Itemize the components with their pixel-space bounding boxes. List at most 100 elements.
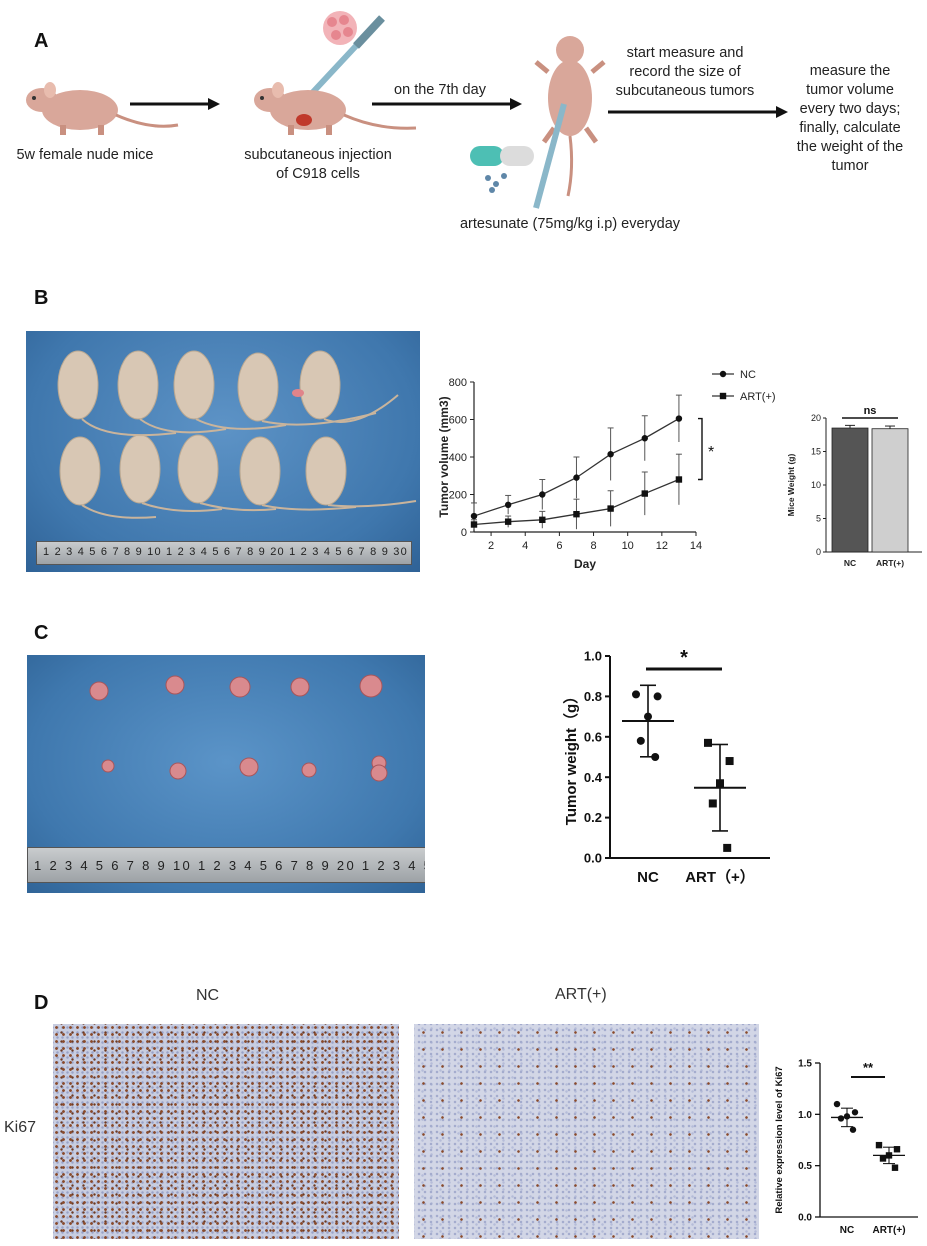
capsule-icon bbox=[470, 146, 534, 193]
data-point bbox=[723, 843, 732, 852]
panel-label-c: C bbox=[34, 622, 49, 644]
x-tick-label: 4 bbox=[522, 540, 528, 552]
tumor-volume-chart: 0 200 400 600 800 2 4 6 8 10 12 14 Day Tumor volume (… bbox=[437, 369, 776, 571]
y-axis-label: Relative expression level of Ki67 bbox=[774, 1066, 785, 1213]
label-day: on the 7th day bbox=[394, 82, 486, 98]
tumor-cells-icon bbox=[323, 11, 357, 45]
y-tick-label: 0.4 bbox=[584, 770, 603, 785]
tumors-ruler-text: 1 2 3 4 5 6 7 8 9 10 1 2 3 4 5 6 7 8 9 2… bbox=[34, 858, 425, 873]
significance-mark: * bbox=[708, 444, 714, 461]
y-tick-label: 1.0 bbox=[584, 649, 602, 664]
mice-photo: 1 2 3 4 5 6 7 8 9 10 1 2 3 4 5 6 7 8 9 2… bbox=[26, 331, 420, 572]
y-tick-label: 0.2 bbox=[584, 810, 602, 825]
data-point bbox=[708, 799, 717, 808]
data-point bbox=[833, 1100, 841, 1108]
data-point bbox=[607, 505, 614, 512]
label-measure-start: start measure and record the size of sub… bbox=[615, 45, 755, 99]
data-point bbox=[607, 450, 614, 458]
data-point bbox=[504, 501, 512, 509]
ki67-expression-chart: 0.0 0.5 1.0 1.5 Relative expression level of… bbox=[774, 1059, 918, 1236]
data-point bbox=[849, 1126, 857, 1133]
y-tick-label: 0 bbox=[461, 527, 467, 539]
data-point bbox=[573, 510, 580, 518]
panel-label-b: B bbox=[34, 287, 49, 309]
y-tick-label: 5 bbox=[816, 514, 821, 524]
y-tick-label: 0.5 bbox=[798, 1161, 812, 1172]
y-tick-label: 200 bbox=[449, 490, 467, 502]
arrow-2 bbox=[372, 98, 522, 110]
y-tick-label: 1.5 bbox=[798, 1059, 812, 1070]
mouse-illustration-2 bbox=[254, 82, 417, 135]
tumor-weight-chart: 0.0 0.2 0.4 0.6 0.8 1.0 Tumor weight（g） NC ART（+… bbox=[562, 647, 770, 886]
x-tick-label: ART(+) bbox=[876, 558, 904, 568]
data-point bbox=[636, 736, 645, 745]
y-tick-label: 20 bbox=[811, 413, 821, 423]
y-axis-label: Tumor weight（g） bbox=[562, 689, 580, 825]
bar bbox=[871, 428, 909, 553]
label-final-measure: measure the tumor volume every two days;… bbox=[796, 63, 904, 174]
arrow-1 bbox=[130, 98, 220, 110]
syringe-icon-treatment bbox=[533, 103, 567, 209]
data-point bbox=[893, 1146, 901, 1153]
significance-mark: * bbox=[680, 647, 688, 669]
ihc-image-nc bbox=[53, 1024, 399, 1239]
data-point bbox=[641, 490, 648, 497]
mouse-illustration-1 bbox=[26, 82, 179, 135]
panel-label-d: D bbox=[34, 992, 49, 1014]
ihc-row-label: Ki67 bbox=[4, 1119, 37, 1136]
bar bbox=[831, 427, 869, 553]
label-mice: 5w female nude mice bbox=[16, 147, 154, 163]
data-point bbox=[891, 1164, 899, 1171]
y-tick-label: 0.8 bbox=[584, 689, 602, 704]
panel-label-a: A bbox=[34, 30, 49, 52]
data-point bbox=[675, 415, 683, 422]
y-axis-label: Tumor volume (mm3) bbox=[437, 396, 451, 517]
legend-marker bbox=[719, 392, 727, 400]
x-tick-label: NC bbox=[844, 558, 856, 568]
data-point bbox=[641, 435, 648, 442]
label-treatment: artesunate (75mg/kg i.p) everyday bbox=[459, 216, 681, 232]
legend-marker bbox=[719, 370, 727, 378]
ihc-image-art bbox=[414, 1024, 759, 1239]
arrow-3 bbox=[608, 106, 788, 118]
mice-weight-chart: 0 5 10 15 20 Mice Weight (g) NC ART(+) ns bbox=[786, 405, 922, 568]
x-tick-label: 12 bbox=[656, 540, 668, 552]
data-point bbox=[837, 1115, 845, 1122]
y-axis-label: Mice Weight (g) bbox=[786, 454, 796, 517]
y-tick-label: 0.0 bbox=[584, 851, 602, 866]
data-point bbox=[704, 738, 712, 747]
data-point bbox=[632, 690, 640, 699]
data-point bbox=[653, 692, 662, 701]
data-point bbox=[879, 1155, 887, 1162]
mice-ruler-text: 1 2 3 4 5 6 7 8 9 10 1 2 3 4 5 6 7 8 9 2… bbox=[43, 546, 408, 558]
data-point bbox=[470, 512, 478, 520]
data-point bbox=[539, 516, 546, 524]
y-tick-label: 0.6 bbox=[584, 729, 602, 744]
data-point bbox=[851, 1109, 859, 1116]
significance-mark: ns bbox=[864, 405, 877, 417]
x-tick-label: 6 bbox=[556, 540, 562, 552]
y-tick-label: 10 bbox=[811, 480, 821, 490]
x-tick-label: 10 bbox=[622, 540, 634, 552]
significance-mark: ** bbox=[863, 1060, 874, 1075]
tumors-ruler: 1 2 3 4 5 6 7 8 9 10 1 2 3 4 5 6 7 8 9 2… bbox=[27, 847, 425, 883]
y-tick-label: 800 bbox=[449, 377, 467, 389]
significance-bracket bbox=[698, 417, 703, 481]
y-tick-label: 400 bbox=[449, 452, 467, 464]
ihc-title-nc: NC bbox=[196, 987, 220, 1004]
y-tick-label: 0 bbox=[816, 547, 821, 557]
x-tick-label: ART(+) bbox=[872, 1225, 905, 1236]
data-point bbox=[675, 476, 683, 483]
data-point bbox=[539, 491, 546, 498]
y-tick-label: 600 bbox=[449, 415, 467, 427]
legend-label: ART(+) bbox=[740, 391, 776, 403]
x-tick-label: 2 bbox=[488, 540, 494, 552]
x-tick-label: NC bbox=[840, 1225, 854, 1236]
legend-label: NC bbox=[740, 369, 756, 381]
tumors-photo: 1 2 3 4 5 6 7 8 9 10 1 2 3 4 5 6 7 8 9 2… bbox=[27, 655, 425, 893]
y-tick-label: 15 bbox=[811, 447, 821, 457]
x-tick-label: NC bbox=[637, 869, 659, 886]
y-tick-label: 0.0 bbox=[798, 1213, 812, 1224]
x-tick-label: 8 bbox=[590, 540, 596, 552]
data-point bbox=[875, 1141, 883, 1149]
